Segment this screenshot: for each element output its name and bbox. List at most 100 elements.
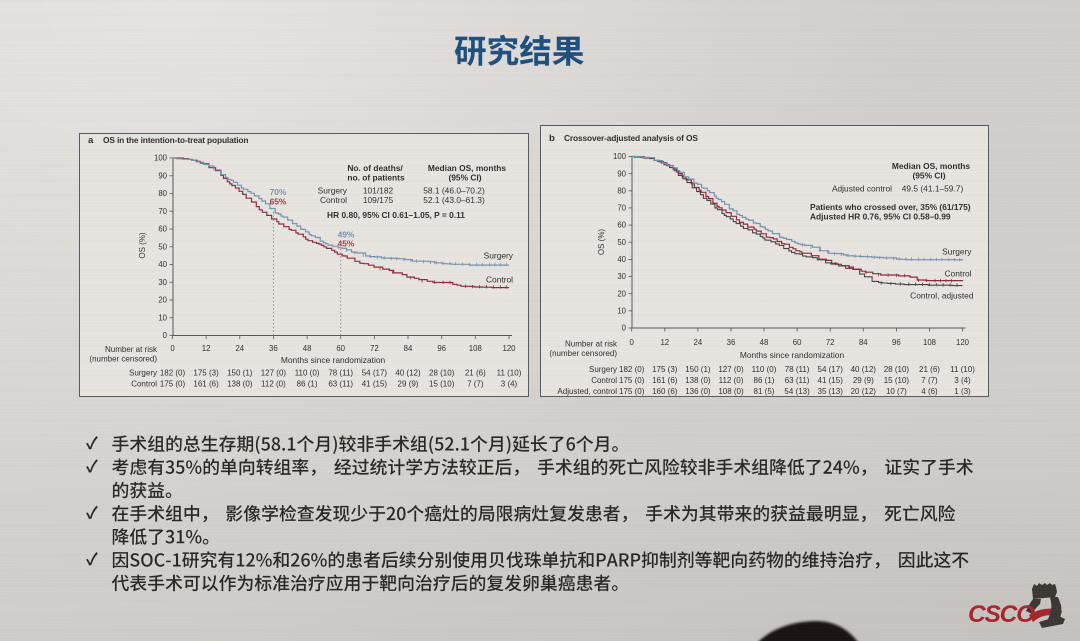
svg-text:Median OS, months: Median OS, months <box>428 163 507 173</box>
svg-text:1 (3): 1 (3) <box>954 387 971 396</box>
svg-text:127 (0): 127 (0) <box>718 365 744 374</box>
svg-text:90: 90 <box>617 169 626 178</box>
svg-text:49%: 49% <box>338 230 355 240</box>
svg-text:63 (11): 63 (11) <box>785 376 810 385</box>
svg-text:OS (%): OS (%) <box>597 229 606 256</box>
svg-text:136 (0): 136 (0) <box>685 387 711 396</box>
svg-text:63 (11): 63 (11) <box>328 380 353 389</box>
svg-text:161 (6): 161 (6) <box>652 376 678 385</box>
svg-text:127 (0): 127 (0) <box>261 369 287 378</box>
svg-text:28 (10): 28 (10) <box>429 369 455 378</box>
svg-text:29 (9): 29 (9) <box>853 376 874 385</box>
svg-text:0: 0 <box>630 338 635 347</box>
svg-text:96: 96 <box>437 344 446 353</box>
svg-text:52.1 (43.0–61.3): 52.1 (43.0–61.3) <box>423 195 485 205</box>
svg-text:101/182: 101/182 <box>363 186 394 196</box>
svg-text:41 (15): 41 (15) <box>362 380 388 389</box>
svg-text:Crossover-adjusted analysis of: Crossover-adjusted analysis of OS <box>564 133 698 143</box>
svg-text:58.1 (46.0–70.2): 58.1 (46.0–70.2) <box>423 186 485 196</box>
svg-text:Adjusted, control: Adjusted, control <box>557 387 617 396</box>
svg-text:Control: Control <box>320 195 347 205</box>
svg-text:78 (11): 78 (11) <box>328 369 353 378</box>
svg-text:138 (0): 138 (0) <box>227 380 253 389</box>
svg-text:29 (9): 29 (9) <box>398 380 419 389</box>
svg-text:21 (6): 21 (6) <box>465 369 486 378</box>
svg-text:b: b <box>549 133 555 144</box>
svg-text:41 (15): 41 (15) <box>818 376 844 385</box>
svg-text:Control: Control <box>131 380 157 389</box>
svg-text:60: 60 <box>158 225 167 234</box>
svg-text:24: 24 <box>694 338 703 347</box>
svg-text:20: 20 <box>617 289 626 298</box>
svg-text:110 (0): 110 (0) <box>752 365 777 374</box>
svg-text:15 (10): 15 (10) <box>429 380 455 389</box>
svg-text:4 (6): 4 (6) <box>921 387 938 396</box>
svg-text:15 (10): 15 (10) <box>884 376 910 385</box>
svg-text:Control, adjusted: Control, adjusted <box>910 291 974 301</box>
svg-text:Months since randomization: Months since randomization <box>281 355 386 365</box>
svg-text:110 (0): 110 (0) <box>295 369 320 378</box>
svg-text:109/175: 109/175 <box>363 195 394 205</box>
svg-text:50: 50 <box>158 242 167 251</box>
svg-text:182 (0): 182 (0) <box>160 369 186 378</box>
svg-text:Control: Control <box>945 269 972 279</box>
svg-text:12: 12 <box>202 344 211 353</box>
svg-text:Surgery: Surgery <box>589 365 617 374</box>
svg-text:(95% CI): (95% CI) <box>912 171 945 181</box>
svg-text:Number at risk: Number at risk <box>565 340 618 349</box>
svg-text:Surgery: Surgery <box>942 247 972 257</box>
svg-text:175 (0): 175 (0) <box>619 376 645 385</box>
svg-text:30: 30 <box>158 278 167 287</box>
svg-text:84: 84 <box>859 338 868 347</box>
svg-text:(number censored): (number censored) <box>89 355 157 364</box>
svg-text:CSCO: CSCO <box>968 601 1035 628</box>
svg-text:100: 100 <box>613 152 627 161</box>
svg-text:Number at risk: Number at risk <box>105 345 158 354</box>
svg-text:70: 70 <box>158 207 167 216</box>
svg-text:175 (0): 175 (0) <box>160 380 186 389</box>
svg-text:54 (13): 54 (13) <box>784 387 810 396</box>
svg-text:0: 0 <box>622 324 627 333</box>
svg-text:100: 100 <box>154 154 168 163</box>
svg-text:175 (3): 175 (3) <box>193 369 219 378</box>
svg-text:40 (12): 40 (12) <box>851 365 877 374</box>
svg-text:10 (7): 10 (7) <box>886 387 907 396</box>
svg-text:Surgery: Surgery <box>484 251 514 261</box>
svg-text:Control: Control <box>591 376 617 385</box>
svg-text:120: 120 <box>956 338 970 347</box>
svg-text:80: 80 <box>617 186 626 195</box>
svg-text:28 (10): 28 (10) <box>884 365 910 374</box>
svg-text:Surgery: Surgery <box>129 369 157 378</box>
svg-text:45%: 45% <box>338 239 355 249</box>
svg-text:112 (0): 112 (0) <box>719 376 744 385</box>
svg-text:HR 0.80, 95% CI 0.61–1.05, P =: HR 0.80, 95% CI 0.61–1.05, P = 0.11 <box>327 210 465 220</box>
svg-text:No. of deaths/: No. of deaths/ <box>347 163 403 173</box>
svg-text:60: 60 <box>617 221 626 230</box>
svg-text:175 (0): 175 (0) <box>619 387 645 396</box>
svg-text:108: 108 <box>923 338 936 347</box>
svg-text:86 (1): 86 (1) <box>297 380 318 389</box>
svg-text:78 (11): 78 (11) <box>785 365 810 374</box>
svg-text:Patients who crossed over, 35%: Patients who crossed over, 35% (61/175) <box>810 202 971 212</box>
svg-text:Control: Control <box>486 275 513 285</box>
svg-text:160 (6): 160 (6) <box>652 387 678 396</box>
svg-text:no. of patients: no. of patients <box>347 173 405 183</box>
svg-text:81 (5): 81 (5) <box>754 387 775 396</box>
svg-text:86 (1): 86 (1) <box>754 376 775 385</box>
svg-text:24: 24 <box>235 344 244 353</box>
svg-text:Median OS, months: Median OS, months <box>892 161 971 171</box>
svg-text:36: 36 <box>269 344 278 353</box>
svg-text:175 (3): 175 (3) <box>652 365 678 374</box>
svg-text:150 (1): 150 (1) <box>685 365 711 374</box>
svg-text:OS in the intention-to-treat p: OS in the intention-to-treat population <box>103 135 248 145</box>
svg-text:0: 0 <box>170 344 175 353</box>
svg-text:150 (1): 150 (1) <box>227 369 253 378</box>
svg-text:48: 48 <box>760 338 769 347</box>
svg-text:182 (0): 182 (0) <box>619 365 645 374</box>
svg-text:108 (0): 108 (0) <box>718 387 744 396</box>
svg-text:84: 84 <box>404 344 413 353</box>
svg-text:120: 120 <box>502 344 516 353</box>
svg-text:35 (13): 35 (13) <box>818 387 844 396</box>
svg-text:7 (7): 7 (7) <box>467 380 484 389</box>
svg-text:Adjusted HR 0.76, 95% CI 0.58–: Adjusted HR 0.76, 95% CI 0.58–0.99 <box>810 212 951 222</box>
